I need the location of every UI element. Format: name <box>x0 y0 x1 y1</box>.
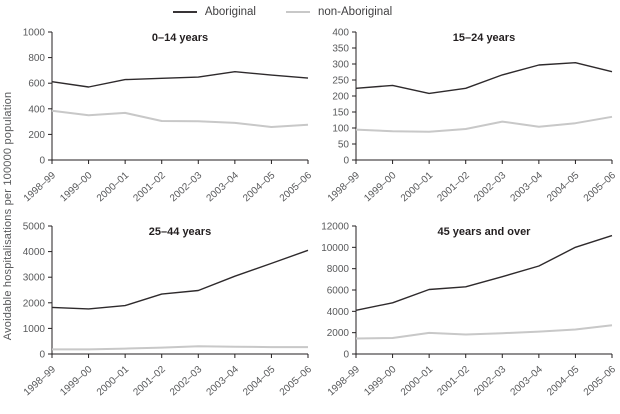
legend-label: non-Aboriginal <box>317 6 393 18</box>
y-tick-label: 400 <box>28 104 45 115</box>
x-tick-label: 2002–03 <box>168 364 205 399</box>
chart-title: 15–24 years <box>453 32 515 44</box>
x-tick-label: 2004–05 <box>545 170 582 205</box>
x-tick-label: 2003–04 <box>205 364 242 399</box>
y-tick-label: 4000 <box>23 247 46 258</box>
x-tick-label: 1998–99 <box>326 364 363 399</box>
y-tick-label: 100 <box>332 124 349 135</box>
x-tick-label: 1998–99 <box>326 170 363 205</box>
chart-45-years-and-over-svg: 0 2000 4000 6000 8000 10000 12000 1998–99 1999–0… <box>321 222 616 399</box>
x-tick-label: 2000–01 <box>95 170 132 205</box>
y-tick-label: 250 <box>332 76 349 87</box>
charts-grid: 0 200 400 600 800 1000 1998–99 1999–00 2000–01 20… <box>14 20 616 408</box>
x-tick-label: 2001–02 <box>131 364 168 399</box>
series-line-aboriginal <box>51 71 309 88</box>
y-tick-label: 0 <box>343 350 349 361</box>
y-tick-label: 50 <box>338 140 350 151</box>
x-tick-label: 2003–04 <box>509 170 546 205</box>
series-line-non-aboriginal <box>52 345 308 351</box>
x-tick-label: 2002–03 <box>472 170 509 205</box>
series-line-non-aboriginal <box>355 115 613 133</box>
x-tick-label: 2000–01 <box>399 364 436 399</box>
legend-line-swatch <box>285 11 310 13</box>
x-tick-label: 1999–00 <box>362 170 399 205</box>
x-tick-label: 2003–04 <box>509 364 546 399</box>
series-line-aboriginal <box>355 234 613 311</box>
x-tick-label: 1998–99 <box>22 364 59 399</box>
chart-title: 45 years and over <box>438 226 532 238</box>
series-line-non-aboriginal <box>51 109 309 128</box>
x-tick-label: 2004–05 <box>545 364 582 399</box>
series-line-aboriginal <box>355 62 613 95</box>
y-tick-label: 200 <box>28 130 45 141</box>
y-tick-label: 300 <box>332 60 349 71</box>
series-line-aboriginal <box>51 249 309 310</box>
y-tick-label: 350 <box>332 44 349 55</box>
chart-title: 25–44 years <box>149 226 211 238</box>
chart-45-years-and-over: 0 2000 4000 6000 8000 10000 12000 1998–99 1999–0… <box>318 214 616 408</box>
x-tick-label: 1999–00 <box>58 364 95 399</box>
y-tick-label: 2000 <box>327 328 350 339</box>
y-tick-label: 1000 <box>23 28 46 39</box>
x-tick-label: 2005–06 <box>278 170 312 205</box>
x-tick-label: 2005–06 <box>278 364 312 399</box>
legend: Aboriginal non-Aboriginal <box>0 4 565 20</box>
y-tick-label: 8000 <box>327 264 350 275</box>
series-line-non-aboriginal <box>355 324 613 340</box>
legend-item-non-aboriginal: non-Aboriginal <box>285 6 393 18</box>
x-tick-label: 1998–99 <box>22 170 59 205</box>
y-tick-label: 5000 <box>23 222 46 233</box>
y-tick-label: 600 <box>28 79 45 90</box>
x-tick-label: 2000–01 <box>95 364 132 399</box>
chart-25-44-years-svg: 0 1000 2000 3000 4000 5000 1998–99 1999–00 2000–… <box>22 222 312 399</box>
y-tick-label: 12000 <box>321 222 349 233</box>
chart-0-14-years: 0 200 400 600 800 1000 1998–99 1999–00 2000–01 20… <box>14 20 312 214</box>
x-tick-label: 2001–02 <box>435 364 472 399</box>
x-tick-label: 2000–01 <box>399 170 436 205</box>
chart-title: 0–14 years <box>152 32 208 44</box>
chart-25-44-years: 0 1000 2000 3000 4000 5000 1998–99 1999–00 2000–… <box>14 214 312 408</box>
x-tick-label: 2002–03 <box>472 364 509 399</box>
y-tick-label: 4000 <box>327 307 350 318</box>
y-tick-label: 0 <box>343 156 349 167</box>
x-tick-label: 2003–04 <box>205 170 242 205</box>
x-tick-label: 2005–06 <box>582 364 616 399</box>
x-tick-label: 2001–02 <box>131 170 168 205</box>
x-tick-label: 1999–00 <box>58 170 95 205</box>
legend-item-aboriginal: Aboriginal <box>172 6 256 18</box>
y-tick-label: 6000 <box>327 286 350 297</box>
x-tick-label: 2004–05 <box>241 170 278 205</box>
chart-15-24-years: 0 50 100 150 200 250 300 350 400 1998–99 1999–00 20… <box>318 20 616 214</box>
y-axis-label: Avoidable hospitalisations per 100000 po… <box>2 91 14 341</box>
y-tick-label: 400 <box>332 28 349 39</box>
y-tick-label: 10000 <box>321 243 349 254</box>
y-tick-label: 0 <box>39 156 45 167</box>
y-tick-label: 200 <box>332 92 349 103</box>
y-tick-label: 3000 <box>23 273 46 284</box>
x-tick-label: 2004–05 <box>241 364 278 399</box>
x-tick-label: 2002–03 <box>168 170 205 205</box>
y-tick-label: 2000 <box>23 298 46 309</box>
y-tick-label: 150 <box>332 108 349 119</box>
y-tick-label: 800 <box>28 53 45 64</box>
y-tick-label: 0 <box>39 350 45 361</box>
legend-label: Aboriginal <box>204 6 256 18</box>
x-tick-label: 2001–02 <box>435 170 472 205</box>
x-tick-label: 2005–06 <box>582 170 616 205</box>
legend-line-swatch <box>172 11 197 13</box>
y-tick-label: 1000 <box>23 324 46 335</box>
x-tick-label: 1999–00 <box>362 364 399 399</box>
